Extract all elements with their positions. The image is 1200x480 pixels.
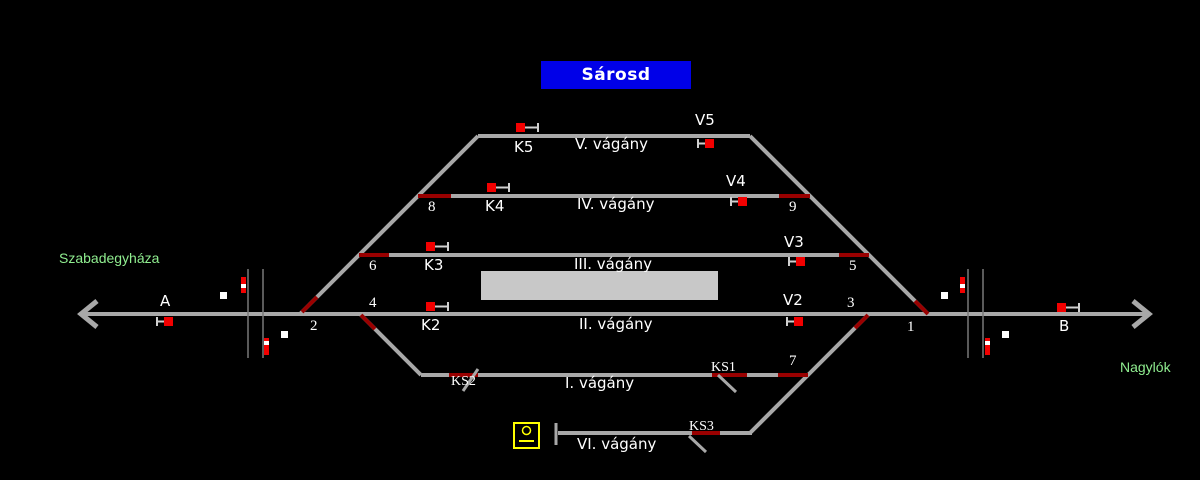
track-label-i: I. vágány [565, 374, 635, 392]
crossing-signal-lens [960, 284, 965, 288]
loco-shed-icon [513, 422, 540, 449]
shunt-signal-ks2-icon [461, 368, 480, 392]
crossing-marker [281, 331, 288, 338]
turnout-number-3: 3 [847, 295, 855, 311]
platform [481, 271, 718, 300]
signal-V3-icon [788, 257, 805, 266]
crossing-marker [941, 292, 948, 299]
diagonal-right-down [748, 134, 930, 316]
signal-label-B: B [1059, 317, 1070, 335]
turnout-number-4: 4 [369, 295, 377, 311]
signal-V5-icon [697, 139, 714, 148]
shunt-label-KS2: KS2 [451, 374, 476, 389]
turnout-number-6: 6 [369, 258, 377, 274]
turnout-number-2: 2 [310, 318, 318, 334]
signal-A-icon [156, 317, 173, 326]
crossing-signal-lens [241, 284, 246, 288]
signal-B-icon [1057, 303, 1080, 312]
shunt-signal-ks3-icon [687, 434, 708, 454]
track-label-ii: II. vágány [579, 315, 653, 333]
signal-K4-icon [487, 183, 510, 192]
signal-label-K5: K5 [514, 138, 534, 156]
level-crossing-left [220, 269, 288, 358]
shunt-label-KS1: KS1 [711, 360, 736, 375]
turnout-number-7: 7 [789, 353, 797, 369]
arrow-left-icon [77, 299, 99, 329]
signal-K2-icon [426, 302, 449, 311]
signal-V4-icon [730, 197, 747, 206]
turnout-number-5: 5 [849, 258, 857, 274]
crossing-signal-lens [985, 341, 990, 345]
crossing-signal-icon [985, 338, 990, 355]
turnout-number-9: 9 [789, 199, 797, 215]
neighbor-station-left: Szabadegyháza [59, 250, 160, 266]
track-label-iv: IV. vágány [577, 195, 655, 213]
station-title: Sárosd [541, 61, 691, 89]
signal-K5-icon [516, 123, 539, 132]
turnout-number-1: 1 [907, 319, 915, 335]
crossing-marker [220, 292, 227, 299]
crossing-signal-lens [264, 341, 269, 345]
signal-label-V5: V5 [695, 111, 715, 129]
track-label-v: V. vágány [575, 135, 649, 153]
segment-turnout-3 [853, 313, 870, 330]
arrow-right-icon [1131, 299, 1153, 329]
signal-V2-icon [786, 317, 803, 326]
diagonal-right-low [748, 312, 871, 435]
segment-turnout-1 [913, 299, 930, 316]
neighbor-station-right: Nagylók [1120, 359, 1171, 375]
segment-turnout-2 [300, 295, 319, 314]
level-crossing-right [941, 269, 1009, 358]
turnout-number-8: 8 [428, 199, 436, 215]
signal-label-V4: V4 [726, 172, 746, 190]
station-title-text: Sárosd [581, 64, 651, 85]
signal-label-A: A [160, 292, 171, 310]
segment-turnout-4 [359, 313, 377, 331]
signal-label-V3: V3 [784, 233, 804, 251]
diagonal-left-up [298, 134, 480, 316]
crossing-signal-icon [264, 338, 269, 355]
track-label-iii: III. vágány [574, 255, 652, 273]
signal-label-V2: V2 [783, 291, 803, 309]
crossing-marker [1002, 331, 1009, 338]
signal-K3-icon [426, 242, 449, 251]
shunt-label-KS3: KS3 [689, 419, 714, 434]
signal-label-K3: K3 [424, 256, 444, 274]
track-label-vi: VI. vágány [577, 435, 657, 453]
shunt-signal-ks1-icon [716, 373, 738, 394]
signal-label-K2: K2 [421, 316, 441, 334]
signal-label-K4: K4 [485, 197, 505, 215]
